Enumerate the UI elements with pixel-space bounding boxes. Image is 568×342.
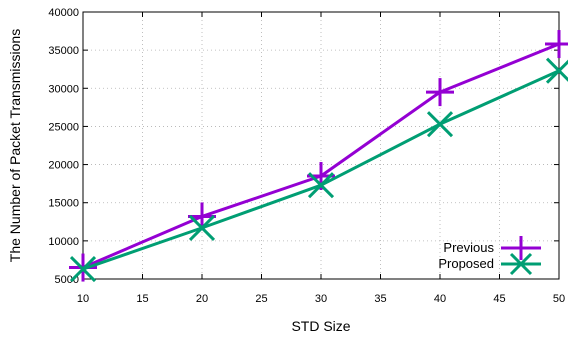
x-axis-title: STD Size [291, 318, 350, 334]
series-layer [69, 30, 568, 283]
x-tick-label: 40 [434, 293, 446, 305]
y-tick-label: 5000 [55, 274, 79, 286]
y-tick-label: 10000 [48, 236, 79, 248]
y-tick-label: 25000 [48, 121, 79, 133]
legend-label: Previous [443, 240, 494, 255]
data-point [545, 30, 568, 59]
y-tick-label: 30000 [48, 83, 79, 95]
x-tick-label: 15 [136, 293, 148, 305]
legend-item-previous: Previous [443, 236, 541, 260]
data-point [545, 57, 568, 84]
x-tick-label: 30 [315, 293, 327, 305]
x-tick-label: 10 [77, 293, 89, 305]
x-tick-label: 50 [553, 293, 565, 305]
data-point [426, 111, 454, 138]
y-axis-title: The Number of Packet Transmissions [7, 29, 23, 262]
y-tick-label: 40000 [48, 7, 79, 19]
y-tick-label: 20000 [48, 160, 79, 172]
data-point [307, 172, 335, 199]
x-tick-label: 25 [255, 293, 267, 305]
grid-lines [83, 12, 559, 279]
data-point [188, 214, 216, 241]
series-line [82, 42, 560, 269]
data-point [426, 78, 454, 107]
x-tick-label: 20 [196, 293, 208, 305]
legend-marker [509, 236, 533, 260]
x-tick-label: 45 [493, 293, 505, 305]
legend-label: Proposed [438, 256, 494, 271]
y-tick-label: 35000 [48, 45, 79, 57]
series-proposed [69, 57, 568, 283]
y-tick-label: 15000 [48, 198, 79, 210]
legend-marker [509, 252, 533, 276]
data-point [69, 256, 97, 283]
x-tick-label: 35 [374, 293, 386, 305]
legend-item-proposed: Proposed [438, 252, 541, 276]
axis-ticks: 10 15 20 25 30 35 40 45 50 5000 10000 15000 20000 250… [48, 7, 565, 305]
